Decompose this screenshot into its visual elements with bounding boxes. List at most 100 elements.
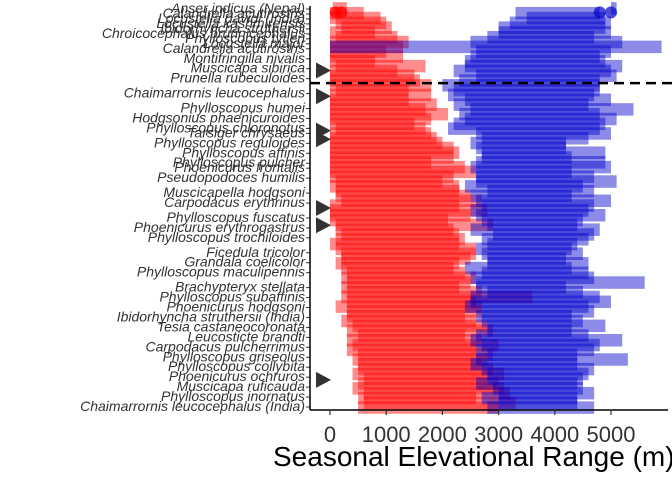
species-label: Pseudopodoces humilis <box>157 169 305 185</box>
winter-range-bar <box>330 156 432 169</box>
species-label: Calandrella acutirostris <box>163 40 305 56</box>
x-tick-label: 1000 <box>362 422 411 447</box>
breeding-range-bar <box>481 247 583 260</box>
species-label: Muscicapella hodgsoni <box>163 184 306 200</box>
breeding-range-bar <box>481 132 589 145</box>
winter-range-bar <box>335 31 398 44</box>
winter-range-bar <box>330 170 454 183</box>
winter-range-bar <box>330 55 375 68</box>
winter-range-bar <box>358 391 477 405</box>
winter-range-bar <box>330 237 460 251</box>
winter-range-bar <box>330 213 449 227</box>
winter-range-bar <box>335 16 387 30</box>
points-layer <box>329 6 617 19</box>
breeding-range-bar <box>464 93 611 107</box>
winter-range-bar <box>335 257 460 270</box>
breeding-range-bar <box>470 103 634 116</box>
winter-range-bar <box>346 295 477 309</box>
winter-range-bar <box>341 281 460 294</box>
breeding-range-bar <box>487 401 595 414</box>
species-label: Phylloscopus reguloides <box>154 134 305 150</box>
species-label: Phylloscopus fuscatus <box>166 209 305 225</box>
breeding-range-bar <box>487 31 595 44</box>
species-label: Phylloscopus humei <box>180 100 305 116</box>
winter-range-bar <box>335 83 409 97</box>
x-tick-label: 2000 <box>418 422 467 447</box>
winter-range-bar <box>346 266 465 280</box>
species-label: Ficedula tricolor <box>206 244 306 260</box>
breeding-range-bar <box>453 98 589 111</box>
breeding-range-bar <box>453 64 611 78</box>
breeding-range-bar <box>487 257 589 270</box>
breeding-range-bar <box>470 334 623 347</box>
breeding-range-bar <box>476 127 611 140</box>
species-label: Carpodacus erythrinus <box>164 194 305 210</box>
breeding-range-bar <box>498 396 578 410</box>
winter-point <box>329 6 342 19</box>
marker-triangle <box>316 131 331 148</box>
marker-triangle <box>316 200 331 216</box>
marker-triangle <box>316 62 331 79</box>
species-label: Grandala coelicolor <box>184 254 306 270</box>
winter-range-bar <box>330 151 454 164</box>
winter-range-bar <box>352 338 499 352</box>
breeding-range-bar <box>476 165 572 179</box>
breeding-range-bar <box>476 309 572 323</box>
species-label: Phoenicurus erythrogastrus <box>134 219 305 235</box>
winter-range-bar <box>352 367 505 381</box>
winter-range-bar <box>352 319 488 333</box>
winter-range-bar <box>358 348 493 361</box>
winter-range-bar <box>330 35 409 49</box>
winter-range-bar <box>335 242 477 256</box>
winter-range-bar <box>358 362 493 376</box>
breeding-range-bar <box>464 112 617 126</box>
winter-range-bar <box>330 208 471 222</box>
breeding-range-bar <box>476 329 589 342</box>
species-label: Ibidorhyncha struthersii (India) <box>117 308 305 324</box>
species-label: Phylloscopus tytleri <box>185 30 306 46</box>
marker-triangle <box>316 371 331 388</box>
species-label: Phylloscopus collybita <box>168 358 305 374</box>
breeding-range-bar <box>481 151 572 164</box>
winter-range-bar <box>330 107 449 121</box>
breeding-range-bar <box>481 146 606 159</box>
winter-range-bar <box>341 194 482 208</box>
breeding-range-bar <box>498 386 595 400</box>
species-label: Muscicapa ruficauda <box>177 378 306 394</box>
winter-range-bar <box>335 218 493 232</box>
winter-range-bar <box>341 21 392 34</box>
species-label: Phylloscopus inornatus <box>161 388 305 404</box>
winter-range-bar <box>335 233 465 246</box>
winter-range-bar <box>330 40 404 54</box>
winter-range-bar <box>330 64 398 78</box>
breeding-range-bar <box>476 343 595 357</box>
breeding-range-bar <box>459 107 600 121</box>
winter-range-bar <box>330 180 460 193</box>
winter-range-bar <box>330 69 415 82</box>
winter-range-bar <box>330 117 415 131</box>
winter-range-bar <box>341 271 477 284</box>
marker-triangle <box>316 217 331 234</box>
winter-range-bar <box>335 184 460 198</box>
x-tick-label: 0 <box>324 422 336 447</box>
species-label: Carpodacus pulcherrimus <box>145 338 305 354</box>
breeding-range-bar <box>448 88 595 102</box>
breeding-range-bar <box>476 353 628 366</box>
breeding-range-bar <box>442 79 600 92</box>
species-label: Phoenicurus hodgsoni <box>166 299 305 315</box>
winter-range-bar <box>330 98 437 111</box>
breeding-range-bar <box>481 362 595 376</box>
breeding-range-bar <box>448 122 600 135</box>
breeding-range-bar <box>476 242 572 256</box>
species-label: Phoenicurus frontalis <box>174 159 305 175</box>
winter-range-bar <box>346 334 482 347</box>
breeding-range-bar <box>487 252 567 265</box>
winter-range-bar <box>335 59 426 73</box>
species-label: Phoenicurus ochruros <box>169 368 305 384</box>
winter-range-bar <box>335 223 454 236</box>
winter-range-bar <box>358 401 499 414</box>
winter-range-bar <box>330 103 426 116</box>
species-label: Chaimarrornis leucocephalus <box>124 85 305 101</box>
breeding-range-bar <box>470 50 600 63</box>
